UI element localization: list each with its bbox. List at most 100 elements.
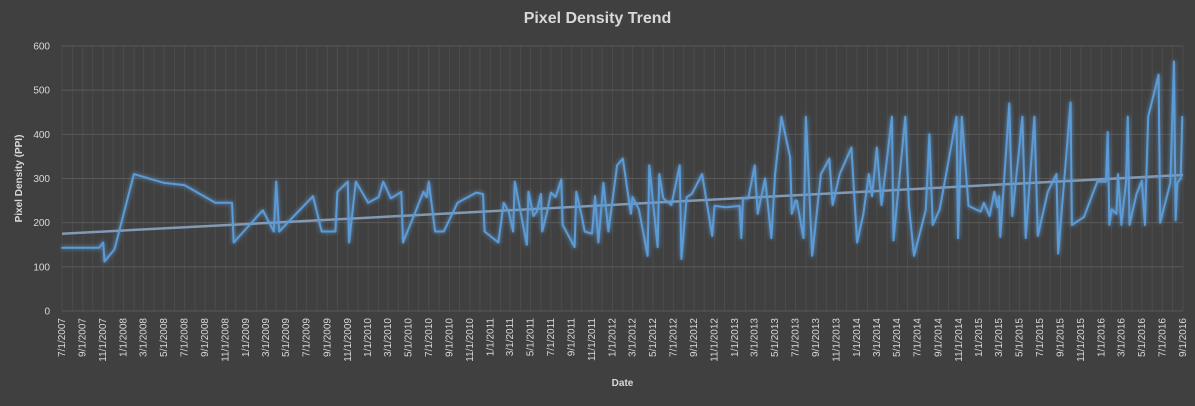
data-point bbox=[482, 193, 484, 195]
data-point bbox=[924, 209, 927, 212]
data-point bbox=[1046, 190, 1049, 193]
data-point bbox=[998, 195, 1000, 198]
data-point bbox=[413, 212, 416, 215]
data-point bbox=[890, 115, 893, 118]
x-tick-label: 9/1/2013 bbox=[811, 318, 822, 357]
data-point bbox=[532, 215, 535, 217]
x-tick-label: 3/1/2016 bbox=[1116, 318, 1127, 357]
data-point bbox=[1096, 180, 1099, 183]
data-point bbox=[272, 230, 275, 233]
x-tick-label: 3/1/2012 bbox=[628, 318, 639, 357]
x-tick-label: 5/1/2009 bbox=[281, 318, 292, 357]
data-point bbox=[86, 246, 89, 249]
x-tick-label: 1/1/2010 bbox=[363, 318, 374, 357]
data-point bbox=[904, 115, 907, 118]
data-point bbox=[982, 201, 985, 204]
data-point bbox=[549, 191, 552, 194]
data-point bbox=[928, 133, 931, 136]
x-tick-label: 1/1/2011 bbox=[485, 318, 496, 357]
data-point bbox=[724, 206, 727, 209]
data-point bbox=[913, 254, 915, 257]
data-point bbox=[790, 212, 793, 215]
x-tick-label: 11/1/2011 bbox=[587, 318, 598, 361]
x-tick-label: 1/1/2013 bbox=[730, 318, 741, 357]
x-tick-label: 3/1/2013 bbox=[750, 318, 761, 357]
y-tick-label: 200 bbox=[33, 218, 50, 229]
data-point bbox=[1024, 237, 1027, 240]
x-tick-label: 11/1/2007 bbox=[98, 318, 109, 362]
data-point bbox=[103, 260, 106, 263]
x-tick-label: 7/1/2014 bbox=[913, 318, 924, 357]
data-point bbox=[867, 173, 870, 175]
data-point bbox=[402, 241, 404, 244]
data-point bbox=[527, 190, 530, 193]
x-tick-label: 11/1/2010 bbox=[465, 318, 476, 362]
data-point bbox=[753, 164, 756, 167]
data-point bbox=[163, 182, 165, 184]
trendline bbox=[61, 173, 1184, 235]
x-tick-label: 9/1/2011 bbox=[567, 318, 578, 357]
data-point bbox=[1135, 193, 1138, 195]
data-point bbox=[1140, 179, 1143, 182]
data-point bbox=[993, 190, 996, 193]
data-point bbox=[434, 230, 437, 233]
data-point bbox=[1083, 216, 1085, 218]
x-tick-label: 9/1/2007 bbox=[78, 318, 89, 357]
data-point bbox=[346, 180, 349, 183]
series-line bbox=[62, 60, 1184, 263]
data-point bbox=[1157, 73, 1160, 76]
y-tick-label: 400 bbox=[33, 130, 50, 141]
data-point bbox=[475, 191, 478, 194]
data-point bbox=[583, 230, 586, 233]
data-point bbox=[1008, 102, 1011, 105]
x-tick-label: 11/1/2015 bbox=[1076, 318, 1087, 362]
data-point bbox=[231, 201, 233, 204]
data-point bbox=[988, 215, 991, 217]
data-point bbox=[1179, 177, 1182, 180]
data-point bbox=[957, 237, 960, 240]
y-tick-label: 100 bbox=[33, 262, 50, 273]
data-point bbox=[908, 204, 910, 206]
data-point bbox=[1055, 173, 1058, 175]
x-tick-label: 11/1/2009 bbox=[343, 318, 354, 362]
data-point bbox=[875, 146, 878, 149]
x-tick-label: 3/1/2011 bbox=[505, 318, 516, 357]
data-point bbox=[1033, 115, 1036, 118]
data-point bbox=[738, 204, 741, 207]
data-point bbox=[382, 180, 385, 183]
data-point bbox=[856, 241, 858, 244]
x-tick-label: 1/1/2012 bbox=[607, 318, 618, 357]
data-point bbox=[425, 196, 428, 198]
data-point bbox=[850, 146, 853, 149]
data-point bbox=[1071, 223, 1073, 226]
data-point bbox=[76, 246, 78, 249]
data-point bbox=[967, 204, 970, 207]
x-tick-label: 7/1/2009 bbox=[302, 318, 313, 357]
data-point bbox=[377, 196, 380, 198]
x-tick-label: 7/1/2015 bbox=[1035, 318, 1046, 357]
x-tick-label: 7/1/2016 bbox=[1157, 318, 1168, 357]
data-point bbox=[102, 241, 105, 244]
data-point bbox=[690, 193, 693, 195]
data-point bbox=[802, 237, 805, 240]
data-point bbox=[960, 115, 963, 118]
data-point bbox=[312, 195, 314, 198]
x-tick-label: 7/1/2011 bbox=[546, 318, 557, 357]
data-point bbox=[701, 173, 704, 175]
x-tick-label: 1/1/2009 bbox=[241, 318, 252, 357]
data-point bbox=[938, 208, 941, 211]
data-point bbox=[740, 237, 743, 240]
data-point bbox=[597, 241, 600, 244]
x-tick-label: 9/1/2014 bbox=[933, 318, 944, 357]
data-point bbox=[61, 246, 63, 249]
x-tick-label: 5/1/2012 bbox=[648, 318, 659, 357]
data-point bbox=[214, 201, 217, 204]
data-point bbox=[662, 197, 665, 200]
data-point bbox=[456, 201, 459, 204]
data-point bbox=[546, 210, 549, 213]
x-tick-label: 11/1/2013 bbox=[832, 318, 843, 362]
data-point bbox=[999, 235, 1002, 238]
data-point bbox=[764, 177, 766, 180]
x-tick-label: 7/1/2010 bbox=[424, 318, 435, 357]
